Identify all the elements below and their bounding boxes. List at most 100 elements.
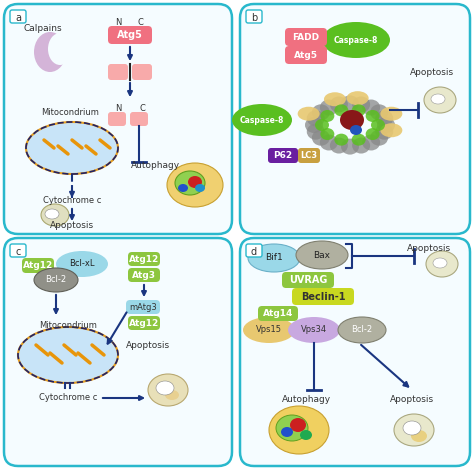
Text: Vps34: Vps34 [301, 326, 327, 335]
Ellipse shape [232, 104, 292, 136]
Text: N: N [115, 17, 121, 26]
Ellipse shape [165, 390, 179, 400]
Ellipse shape [175, 171, 205, 195]
Text: Caspase-8: Caspase-8 [334, 36, 378, 45]
Text: C: C [137, 17, 143, 26]
FancyBboxPatch shape [108, 64, 128, 80]
Text: Atg12: Atg12 [23, 261, 53, 270]
FancyBboxPatch shape [108, 112, 126, 126]
Ellipse shape [365, 128, 380, 140]
Text: Beclin-1: Beclin-1 [301, 291, 345, 301]
Text: LC3: LC3 [301, 151, 318, 160]
Ellipse shape [26, 122, 118, 174]
Text: b: b [251, 13, 257, 23]
Text: Apoptosis: Apoptosis [390, 395, 434, 405]
Ellipse shape [341, 95, 359, 111]
Ellipse shape [426, 251, 458, 277]
FancyBboxPatch shape [246, 10, 262, 23]
Ellipse shape [34, 32, 66, 72]
Ellipse shape [290, 418, 306, 432]
Ellipse shape [330, 138, 348, 154]
Ellipse shape [352, 138, 370, 154]
Ellipse shape [243, 317, 295, 343]
Text: Bax: Bax [313, 251, 330, 259]
Ellipse shape [380, 123, 402, 137]
FancyBboxPatch shape [108, 26, 152, 44]
Ellipse shape [56, 251, 108, 277]
Text: Autophagy: Autophagy [130, 160, 180, 170]
FancyBboxPatch shape [10, 244, 26, 257]
Ellipse shape [48, 33, 72, 65]
FancyBboxPatch shape [22, 258, 54, 273]
FancyBboxPatch shape [298, 148, 320, 163]
Ellipse shape [307, 124, 325, 140]
Text: N: N [115, 103, 121, 112]
Ellipse shape [307, 110, 325, 126]
Ellipse shape [45, 209, 59, 219]
Ellipse shape [403, 421, 421, 435]
Ellipse shape [394, 414, 434, 446]
FancyBboxPatch shape [128, 268, 160, 282]
Ellipse shape [315, 119, 329, 131]
Ellipse shape [41, 204, 69, 226]
Ellipse shape [312, 104, 330, 120]
Ellipse shape [156, 381, 174, 395]
Ellipse shape [370, 104, 388, 120]
Ellipse shape [167, 163, 223, 207]
Text: Atg14: Atg14 [263, 309, 293, 318]
FancyBboxPatch shape [240, 238, 470, 466]
Text: Apoptosis: Apoptosis [407, 243, 451, 252]
Text: FADD: FADD [292, 32, 319, 41]
Ellipse shape [320, 128, 334, 140]
Text: C: C [139, 103, 145, 112]
Ellipse shape [281, 427, 293, 437]
Text: Atg12: Atg12 [129, 319, 159, 328]
Ellipse shape [424, 87, 456, 113]
Ellipse shape [352, 133, 365, 146]
Ellipse shape [338, 317, 386, 343]
FancyBboxPatch shape [130, 112, 148, 126]
Ellipse shape [269, 406, 329, 454]
FancyBboxPatch shape [285, 46, 327, 64]
Ellipse shape [312, 130, 330, 146]
Ellipse shape [188, 176, 202, 188]
FancyBboxPatch shape [128, 316, 160, 330]
Ellipse shape [320, 110, 334, 122]
FancyBboxPatch shape [128, 252, 160, 266]
Ellipse shape [300, 430, 312, 440]
Ellipse shape [288, 317, 340, 343]
Ellipse shape [195, 184, 205, 192]
Ellipse shape [371, 119, 385, 131]
FancyBboxPatch shape [268, 148, 298, 163]
Ellipse shape [148, 374, 188, 406]
Ellipse shape [322, 22, 390, 58]
Text: Bcl-2: Bcl-2 [46, 275, 66, 284]
Ellipse shape [334, 133, 348, 146]
FancyBboxPatch shape [258, 306, 298, 321]
Ellipse shape [352, 96, 370, 112]
FancyBboxPatch shape [246, 244, 262, 257]
Text: UVRAG: UVRAG [289, 275, 327, 285]
Ellipse shape [324, 92, 346, 106]
Text: Calpains: Calpains [23, 24, 62, 32]
Ellipse shape [340, 110, 364, 130]
FancyBboxPatch shape [240, 4, 470, 234]
FancyBboxPatch shape [132, 64, 152, 80]
Text: Caspase-8: Caspase-8 [240, 116, 284, 125]
Ellipse shape [320, 100, 338, 116]
FancyBboxPatch shape [10, 10, 26, 23]
Ellipse shape [352, 104, 365, 117]
Ellipse shape [431, 94, 445, 104]
Ellipse shape [305, 117, 323, 133]
Ellipse shape [341, 139, 359, 155]
Text: Apoptosis: Apoptosis [50, 220, 94, 229]
Text: Atg5: Atg5 [294, 50, 318, 60]
Text: Cytochrome c: Cytochrome c [39, 393, 97, 402]
Ellipse shape [375, 110, 393, 126]
Text: Atg3: Atg3 [132, 271, 156, 280]
Text: Atg12: Atg12 [129, 254, 159, 264]
Text: Bcl-xL: Bcl-xL [69, 259, 95, 268]
Ellipse shape [362, 134, 380, 150]
Ellipse shape [34, 268, 78, 292]
FancyBboxPatch shape [292, 288, 354, 305]
